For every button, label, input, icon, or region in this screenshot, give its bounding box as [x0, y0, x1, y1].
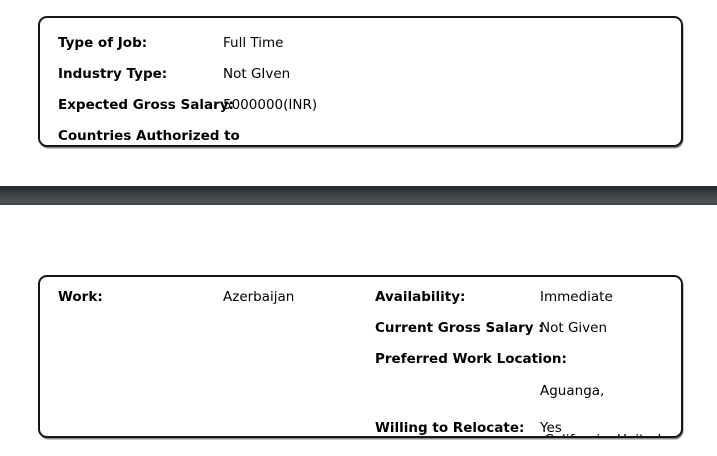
job-details-card-page1: Type of Job: Full Time Industry Type: No…	[38, 16, 683, 147]
field-value: Not Given	[540, 320, 608, 336]
field-row-expected-gross-salary: Expected Gross Salary: 5000000(INR)	[58, 98, 317, 113]
field-row-countries-authorized: Countries Authorized to	[58, 128, 240, 144]
field-label: Work:	[58, 289, 103, 305]
field-row-current-gross-salary: Current Gross Salary : Not Given	[375, 321, 607, 336]
field-value: Yes	[540, 420, 562, 436]
field-row-industry-type: Industry Type: Not GIven	[58, 67, 290, 82]
field-value: Azerbaijan	[223, 289, 295, 305]
field-label: Preferred Work Location:	[375, 351, 567, 367]
field-value: Immediate	[540, 289, 613, 305]
field-row-willing-to-relocate: Willing to Relocate: Yes	[375, 421, 562, 436]
job-details-card-page2: Work: Azerbaijan Availability: Immediate…	[38, 275, 683, 438]
field-label: Type of Job:	[58, 35, 148, 51]
field-label: Expected Gross Salary:	[58, 97, 234, 113]
field-value: Not GIven	[223, 66, 291, 82]
field-label: Availability:	[375, 289, 466, 305]
field-row-type-of-job: Type of Job: Full Time	[58, 36, 283, 51]
location-line-1: Aguanga,	[540, 383, 605, 400]
field-value-multiline: Aguanga, California, United States of Am…	[540, 352, 664, 436]
field-row-work: Work: Azerbaijan	[58, 290, 294, 305]
field-row-availability: Availability: Immediate	[375, 290, 613, 305]
page-break-bar	[0, 186, 717, 205]
location-line-2: California, United	[540, 430, 664, 436]
field-value: 5000000(INR)	[223, 97, 318, 113]
field-label: Industry Type:	[58, 66, 168, 82]
field-label: Countries Authorized to	[58, 128, 240, 144]
field-value: Full Time	[223, 35, 284, 51]
field-row-preferred-work-location: Preferred Work Location: Aguanga, Califo…	[375, 351, 664, 436]
field-label: Willing to Relocate:	[375, 420, 525, 436]
field-label: Current Gross Salary :	[375, 320, 544, 336]
